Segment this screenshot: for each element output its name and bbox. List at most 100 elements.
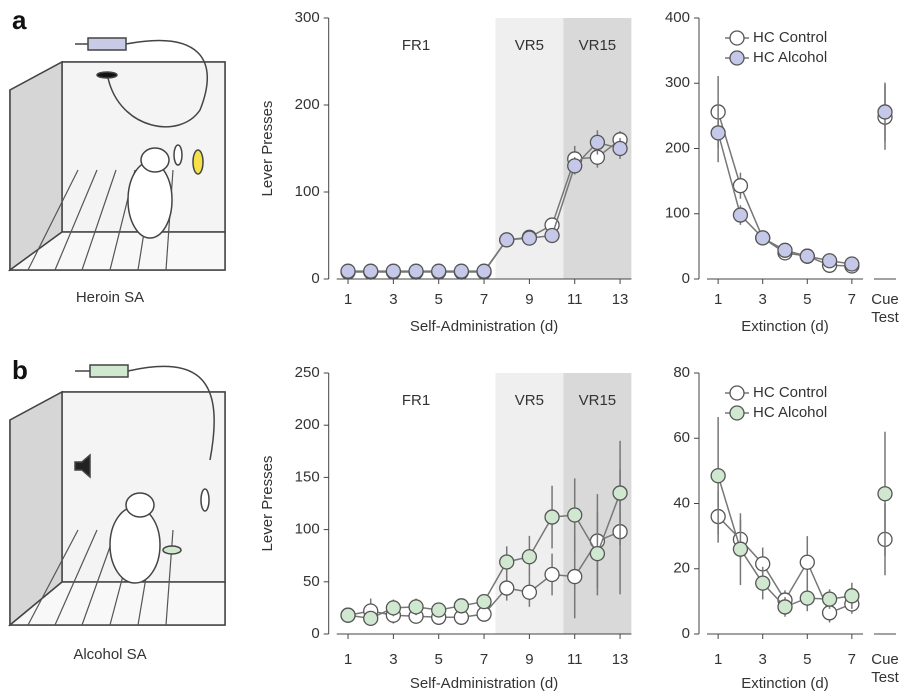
- y-tick-label: 60: [673, 429, 690, 446]
- alcohol-illustration: [7, 364, 226, 627]
- legend-label: HC Alcohol: [753, 404, 827, 421]
- x-tick-label: 7: [848, 291, 856, 308]
- cue-label: Cue Test: [871, 651, 899, 686]
- region-label: FR1: [402, 392, 430, 409]
- x-tick-label: 11: [567, 291, 583, 308]
- data-point: [589, 134, 606, 151]
- data-point: [476, 263, 492, 279]
- x-tick-label: 3: [389, 651, 397, 668]
- data-point: [431, 602, 447, 618]
- region-shade: [336, 18, 496, 279]
- cue-label: Cue Test: [871, 291, 899, 326]
- y-tick-label: 100: [295, 183, 320, 200]
- legend-label: HC Alcohol: [753, 49, 827, 66]
- panel-label: a: [12, 5, 27, 35]
- y-tick-label: 100: [665, 205, 690, 222]
- x-axis-label: Extinction (d): [741, 675, 829, 692]
- data-point: [408, 263, 424, 279]
- y-tick-label: 250: [295, 364, 320, 381]
- data-point: [499, 232, 515, 248]
- data-point: [755, 575, 771, 591]
- panel-label: b: [12, 355, 28, 385]
- x-axis-label: Extinction (d): [741, 318, 829, 335]
- data-point: [499, 580, 515, 596]
- x-tick-label: 7: [848, 651, 856, 668]
- x-tick-label: 13: [612, 291, 629, 308]
- y-tick-label: 20: [673, 560, 690, 577]
- region-label: VR15: [579, 37, 617, 54]
- data-point: [732, 207, 749, 223]
- x-tick-label: 11: [567, 651, 583, 668]
- data-point: [340, 607, 356, 623]
- data-point: [755, 230, 771, 246]
- x-tick-label: 3: [759, 651, 767, 668]
- data-point: [799, 554, 815, 570]
- y-tick-label: 80: [673, 364, 690, 381]
- data-point: [612, 140, 628, 157]
- data-point: [567, 568, 583, 585]
- legend-label: HC Control: [753, 29, 827, 46]
- data-point: [544, 227, 560, 244]
- data-point: [521, 549, 538, 565]
- y-tick-label: 0: [311, 270, 319, 287]
- x-tick-label: 7: [480, 291, 488, 308]
- data-point: [340, 263, 356, 279]
- y-tick-label: 300: [295, 9, 320, 26]
- y-tick-label: 400: [665, 9, 690, 26]
- data-point: [453, 263, 470, 279]
- region-label: VR5: [515, 37, 544, 54]
- data-point: [877, 486, 893, 502]
- y-tick-label: 0: [682, 270, 690, 287]
- x-tick-label: 5: [803, 291, 811, 308]
- x-tick-label: 9: [525, 291, 533, 308]
- data-point: [453, 598, 470, 614]
- y-tick-label: 200: [295, 96, 320, 113]
- legend-marker: [729, 30, 745, 46]
- data-point: [844, 588, 860, 604]
- x-tick-label: 5: [803, 651, 811, 668]
- region-shade: [336, 373, 496, 634]
- heroin-illustration: [7, 37, 226, 272]
- y-tick-label: 150: [295, 468, 320, 485]
- x-tick-label: 9: [525, 651, 533, 668]
- y-tick-label: 200: [295, 416, 320, 433]
- data-point: [821, 253, 838, 269]
- y-tick-label: 0: [682, 625, 690, 642]
- data-point: [567, 507, 583, 523]
- data-point: [385, 600, 402, 616]
- data-point: [544, 509, 560, 525]
- data-point: [567, 158, 583, 174]
- x-tick-label: 1: [344, 291, 352, 308]
- data-point: [777, 599, 793, 615]
- x-tick-label: 5: [435, 291, 443, 308]
- data-point: [844, 256, 860, 272]
- x-tick-label: 1: [714, 291, 722, 308]
- data-point: [799, 248, 815, 264]
- x-axis-label: Self-Administration (d): [410, 318, 558, 335]
- data-point: [499, 554, 515, 570]
- y-tick-label: 300: [665, 74, 690, 91]
- x-tick-label: 1: [344, 651, 352, 668]
- y-tick-label: 40: [673, 494, 690, 511]
- data-point: [363, 263, 379, 279]
- legend-marker: [729, 405, 745, 421]
- y-tick-label: 0: [311, 625, 319, 642]
- x-axis-label: Self-Administration (d): [410, 675, 558, 692]
- y-axis-label: Lever Presses: [259, 456, 276, 552]
- legend-marker: [729, 385, 745, 401]
- data-point: [877, 104, 893, 120]
- x-tick-label: 1: [714, 651, 722, 668]
- x-tick-label: 3: [389, 291, 397, 308]
- y-tick-label: 100: [295, 521, 320, 538]
- data-point: [385, 263, 402, 279]
- region-label: VR15: [579, 392, 617, 409]
- illustration-caption: Heroin SA: [76, 289, 144, 306]
- data-point: [431, 263, 447, 279]
- illustration-caption: Alcohol SA: [73, 646, 146, 663]
- data-point: [408, 599, 424, 615]
- y-tick-label: 50: [303, 573, 320, 590]
- data-point: [521, 584, 538, 600]
- series-line: [717, 475, 852, 608]
- data-point: [732, 178, 749, 194]
